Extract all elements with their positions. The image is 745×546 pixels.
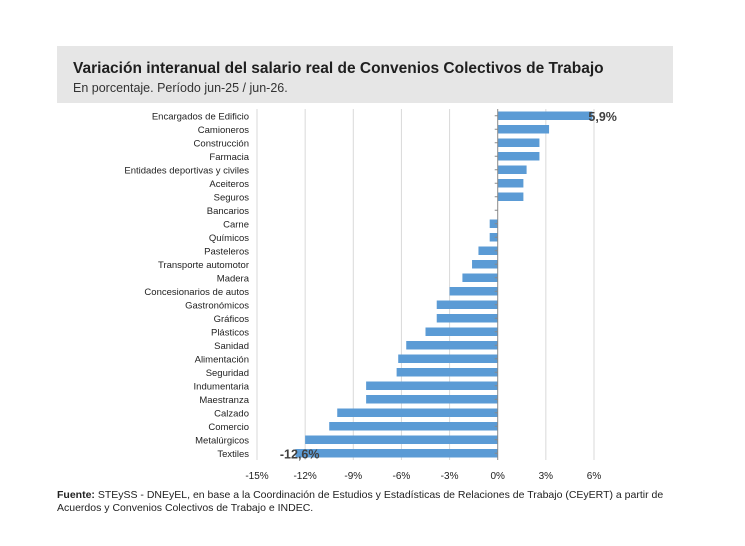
category-label: Aceiteros [209, 179, 249, 190]
category-label: Calzado [214, 408, 249, 419]
category-label: Carne [223, 219, 249, 230]
bar [305, 435, 498, 444]
bar [425, 327, 498, 336]
bar [436, 300, 498, 309]
category-label: Farmacia [209, 152, 249, 163]
category-label: Seguridad [206, 368, 249, 379]
category-label: Seguros [214, 192, 250, 203]
category-label: Gráficos [214, 314, 250, 325]
category-label: Pasteleros [204, 246, 249, 257]
bar [366, 395, 498, 404]
bar [497, 192, 524, 201]
source-note: Fuente: STEySS - DNEyEL, en base a la Co… [57, 489, 687, 515]
x-tick-label: 6% [587, 471, 602, 482]
category-label: Textiles [217, 449, 249, 460]
chart-header: Variación interanual del salario real de… [57, 46, 673, 103]
x-tick-label: -3% [441, 471, 459, 482]
bar [497, 165, 527, 174]
bar [472, 260, 498, 269]
category-label: Encargados de Edificio [152, 111, 249, 122]
x-tick-label: 0% [490, 471, 505, 482]
category-label: Construcción [194, 138, 249, 149]
bar [478, 246, 498, 255]
x-tick-label: -9% [344, 471, 362, 482]
category-label: Químicos [209, 233, 249, 244]
bar [398, 354, 498, 363]
bar [295, 449, 498, 458]
source-label: Fuente: [57, 489, 95, 501]
category-label: Indumentaria [194, 381, 250, 392]
bar [337, 408, 498, 417]
data-label: -12,6% [280, 447, 320, 461]
bar [489, 219, 498, 228]
category-label: Transporte automotor [158, 260, 249, 271]
chart-subtitle: En porcentaje. Período jun-25 / jun-26. [73, 81, 288, 95]
category-label: Entidades deportivas y civiles [124, 165, 249, 176]
x-tick-label: -6% [393, 471, 411, 482]
bar [497, 179, 524, 188]
category-label: Alimentación [195, 354, 249, 365]
bar [406, 341, 498, 350]
chart-title: Variación interanual del salario real de… [73, 60, 604, 77]
x-tick-label: -12% [293, 471, 316, 482]
category-label: Maestranza [199, 395, 249, 406]
x-tick-label: -15% [245, 471, 268, 482]
category-label: Camioneros [198, 125, 249, 136]
bar [497, 125, 550, 134]
category-label: Comercio [208, 422, 249, 433]
bar [497, 111, 593, 120]
category-label: Gastronómicos [185, 300, 249, 311]
category-label: Concesionarios de autos [144, 287, 249, 298]
bar [497, 152, 540, 161]
category-label: Sanidad [214, 341, 249, 352]
category-label: Bancarios [207, 206, 249, 217]
category-label: Metalúrgicos [195, 435, 249, 446]
category-label: Madera [217, 273, 250, 284]
bar [449, 287, 498, 296]
bar [366, 381, 498, 390]
bar [329, 422, 498, 431]
bar [436, 314, 498, 323]
bar [462, 273, 498, 282]
bar [396, 368, 498, 377]
x-tick-label: 3% [539, 471, 554, 482]
bar [489, 233, 498, 242]
source-text: STEySS - DNEyEL, en base a la Coordinaci… [57, 489, 664, 514]
data-label: 5,9% [588, 110, 617, 124]
bar [497, 138, 540, 147]
category-label: Plásticos [211, 327, 249, 338]
